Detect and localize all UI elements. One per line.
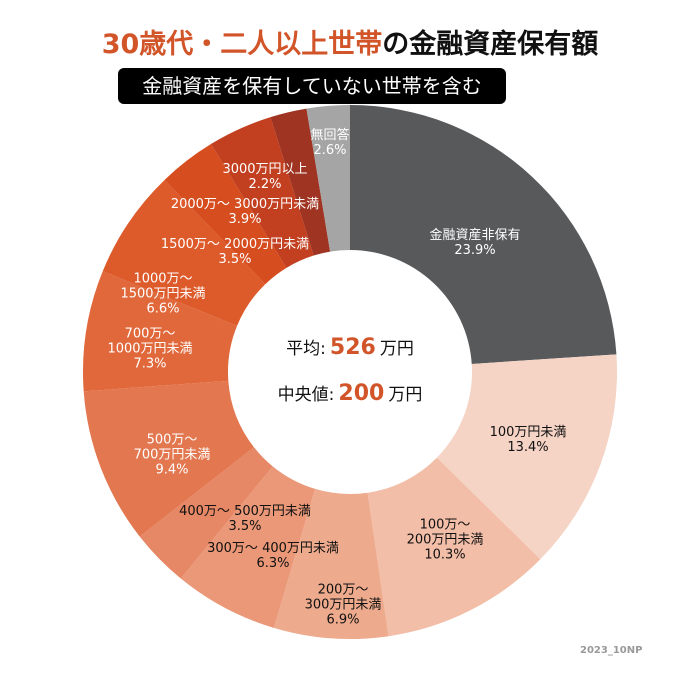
slice-label: 300万～ 400万円未満 6.3%	[207, 541, 339, 571]
slice-name: 300万～ 400万円未満	[207, 541, 339, 556]
slice-name: 2000万～ 3000万円未満	[170, 197, 320, 212]
slice-value: 3.5%	[228, 519, 262, 534]
chart-title: 30歳代・二人以上世帯の金融資産保有額	[0, 22, 700, 61]
mean-value: 526	[329, 335, 376, 360]
slice-name: 100万～	[419, 517, 471, 533]
slice-name: 700万円未満	[133, 447, 211, 463]
slice-name: 1000万円未満	[107, 341, 193, 357]
donut-slice	[306, 105, 350, 252]
median-value: 200	[338, 381, 385, 406]
slice-label: 100万円未満 13.4%	[490, 425, 567, 455]
donut-slice	[436, 354, 618, 560]
donut-slice	[164, 144, 287, 285]
title-highlight: 30歳代・二人以上世帯	[101, 29, 383, 60]
slice-label: 1000万～ 1500万円未満 6.6%	[120, 272, 205, 317]
median-unit: 万円	[388, 385, 423, 405]
slice-name: 400万～ 500万円未満	[179, 504, 311, 519]
slice-label: 1500万～ 2000万円未満 3.5%	[161, 237, 309, 267]
slice-name: 700万～	[124, 326, 176, 342]
slice-value: 3.9%	[228, 212, 262, 227]
slice-name: 100万円未満	[489, 425, 567, 440]
donut-slice	[102, 179, 266, 326]
slice-value: 9.4%	[155, 462, 189, 478]
median-readout: 中央値: 200 万円	[278, 380, 423, 406]
slice-label: 500万～ 700万円未満 9.4%	[134, 433, 211, 478]
donut-slice	[82, 271, 238, 392]
slice-name: 500万～	[146, 432, 198, 448]
donut-slice	[367, 457, 541, 637]
slice-name: 1500万円未満	[120, 286, 206, 302]
donut-slice	[210, 117, 314, 268]
donut-slice	[350, 105, 617, 364]
subtitle-badge: 金融資産を保有していない世帯を含む	[118, 68, 506, 104]
donut-slice	[270, 108, 331, 256]
slice-label: 100万～ 200万円未満 10.3%	[407, 518, 484, 563]
mean-label: 平均:	[286, 339, 326, 359]
slice-label: 400万～ 500万円未満 3.5%	[179, 504, 311, 534]
donut-slice	[273, 488, 389, 639]
title-rest: の金融資産保有額	[382, 29, 599, 60]
slice-label: 200万～ 300万円未満 6.9%	[305, 583, 382, 628]
slice-value: 3.5%	[218, 252, 252, 267]
slice-name: 無回答	[310, 128, 350, 143]
slice-value: 6.3%	[256, 556, 290, 571]
slice-value: 2.2%	[248, 177, 282, 192]
slice-value: 13.4%	[507, 440, 549, 455]
slice-value: 6.9%	[326, 612, 360, 628]
mean-readout: 平均: 526 万円	[286, 334, 414, 360]
slice-label: 3000万円以上 2.2%	[222, 162, 307, 192]
slice-name: 200万～	[317, 582, 369, 598]
slice-name: 3000万円以上	[222, 162, 308, 177]
slice-value: 23.9%	[454, 243, 496, 258]
donut-slice	[83, 380, 254, 537]
slice-value: 2.6%	[313, 143, 347, 158]
slice-name: 1500万～ 2000万円未満	[160, 237, 310, 252]
slice-name: 1000万～	[133, 271, 193, 287]
watermark: 2023_10NP	[580, 645, 643, 656]
donut-slice	[139, 447, 273, 579]
slice-label: 700万～ 1000万円未満 7.3%	[107, 327, 192, 372]
slice-name: 金融資産非保有	[429, 228, 521, 243]
slice-name: 300万円未満	[304, 597, 382, 613]
slice-name: 200万円未満	[406, 532, 484, 548]
slice-label: 2000万～ 3000万円未満 3.9%	[171, 197, 319, 227]
slice-label: 金融資産非保有 23.9%	[429, 228, 520, 258]
slice-value: 7.3%	[133, 356, 167, 372]
mean-unit: 万円	[379, 339, 414, 359]
slice-value: 6.6%	[146, 301, 180, 317]
donut-slice	[180, 466, 316, 628]
slice-label: 無回答 2.6%	[310, 128, 349, 158]
median-label: 中央値:	[277, 385, 335, 405]
slice-value: 10.3%	[424, 547, 466, 563]
